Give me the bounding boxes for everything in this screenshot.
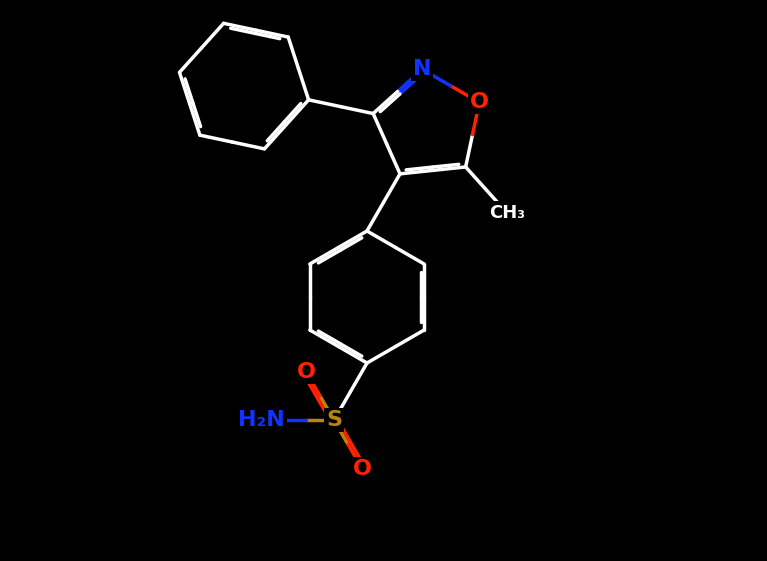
Text: S: S [326, 410, 342, 430]
Text: H₂N: H₂N [238, 410, 285, 430]
Text: N: N [413, 59, 432, 80]
Text: O: O [297, 362, 315, 381]
Text: O: O [353, 459, 371, 479]
Text: O: O [470, 93, 489, 112]
Text: CH₃: CH₃ [489, 204, 525, 222]
